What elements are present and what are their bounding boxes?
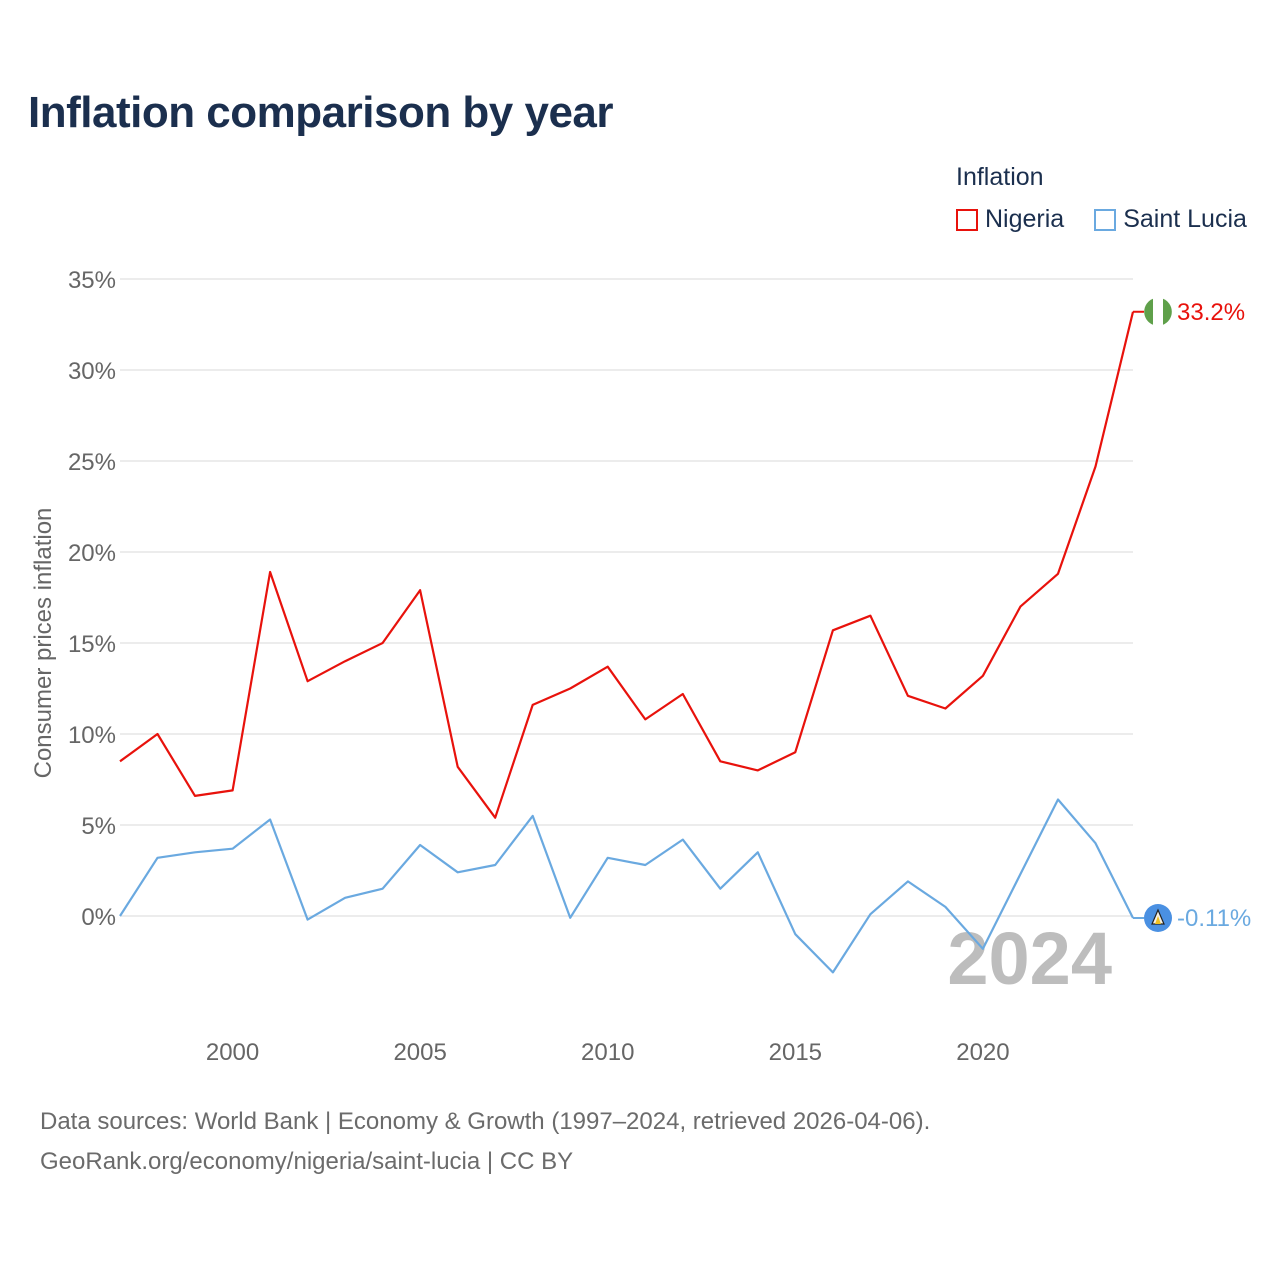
x-tick-label: 2010 xyxy=(581,1039,634,1066)
legend-item-saint-lucia[interactable]: Saint Lucia xyxy=(1094,205,1247,234)
legend-title: Inflation xyxy=(956,163,1044,191)
legend-swatch-saint-lucia xyxy=(1094,208,1117,231)
legend-label-nigeria: Nigeria xyxy=(985,205,1065,233)
legend: Nigeria Saint Lucia xyxy=(956,205,1253,234)
series-line-saint-lucia xyxy=(119,798,1134,974)
end-value-label: -0.11% xyxy=(1177,905,1251,932)
y-tick-label: 25% xyxy=(68,449,116,476)
x-tick-label: 2015 xyxy=(769,1039,822,1066)
y-tick-label: 5% xyxy=(81,813,116,840)
chart-title: Inflation comparison by year xyxy=(28,88,614,137)
series-line-nigeria xyxy=(119,311,1135,819)
y-tick-label: 20% xyxy=(68,540,116,567)
year-watermark: 2024 xyxy=(947,917,1112,1000)
legend-item-nigeria[interactable]: Nigeria xyxy=(956,205,1064,234)
x-tick-label: 2020 xyxy=(956,1039,1009,1066)
y-tick-label: 35% xyxy=(68,267,116,294)
y-tick-label: 0% xyxy=(81,904,116,931)
legend-swatch-nigeria xyxy=(956,208,978,231)
end-value-label: 33.2% xyxy=(1177,299,1245,326)
y-tick-label: 30% xyxy=(68,358,116,385)
x-tick-label: 2005 xyxy=(393,1039,446,1066)
footer-attribution: GeoRank.org/economy/nigeria/saint-lucia … xyxy=(40,1148,574,1175)
y-axis-title: Consumer prices inflation xyxy=(30,508,57,779)
legend-label-saint-lucia: Saint Lucia xyxy=(1123,205,1247,233)
footer-sources: Data sources: World Bank | Economy & Gro… xyxy=(40,1108,931,1135)
y-tick-label: 15% xyxy=(68,631,116,658)
y-tick-label: 10% xyxy=(68,722,116,749)
x-tick-label: 2000 xyxy=(206,1039,259,1066)
flag-stripe xyxy=(1144,298,1153,325)
flag-triangle-inner xyxy=(1155,916,1161,925)
flag-stripe xyxy=(1163,298,1172,325)
